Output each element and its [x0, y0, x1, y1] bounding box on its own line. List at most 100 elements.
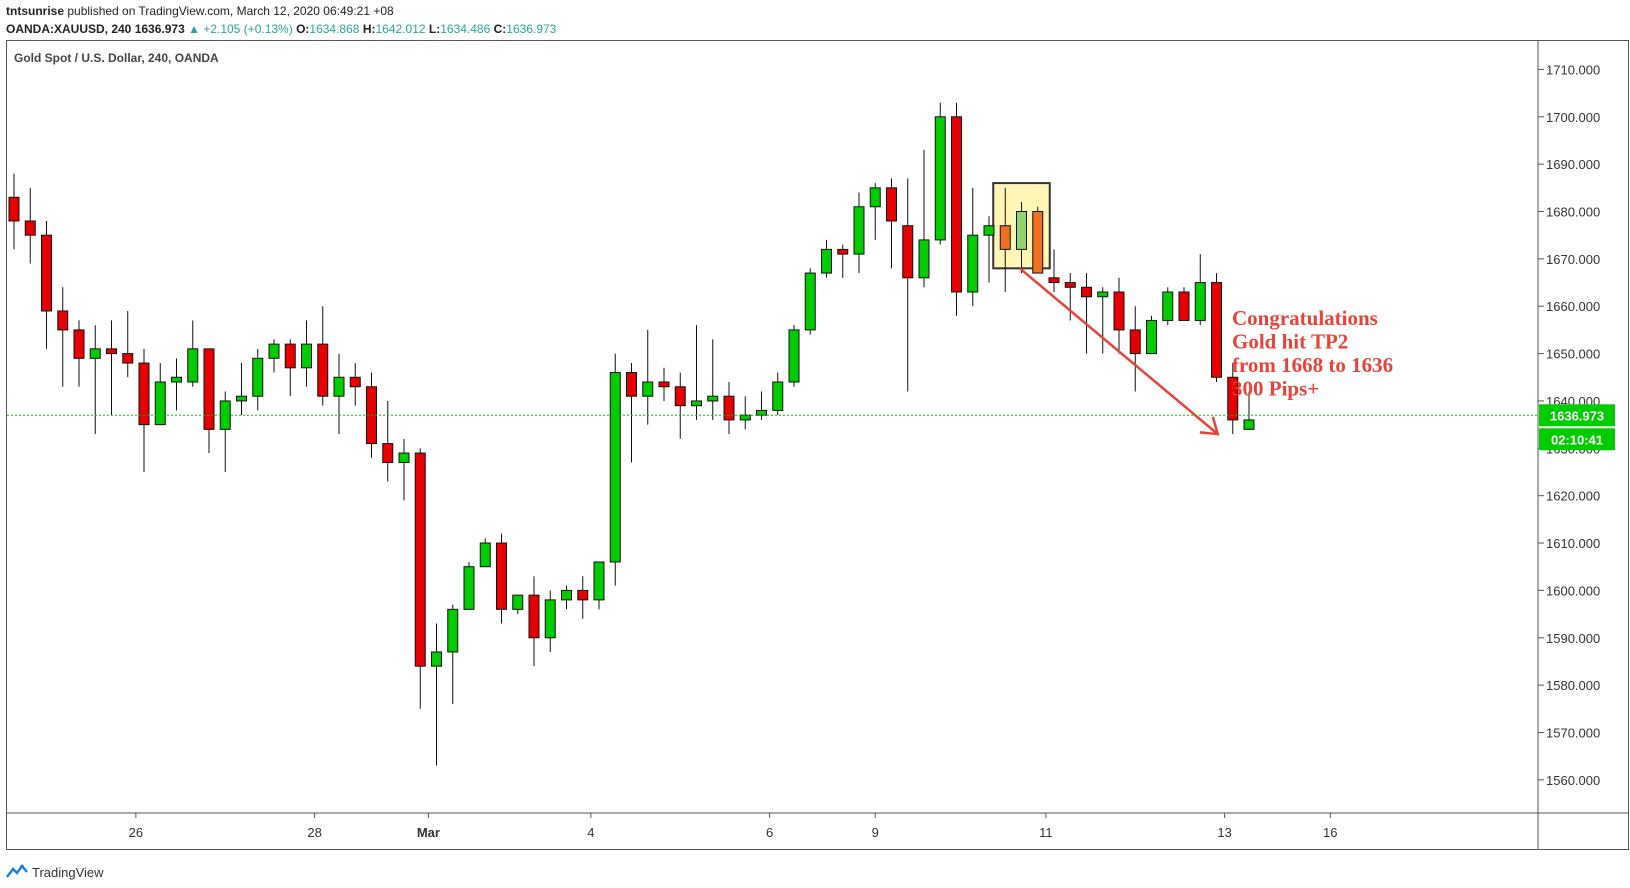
candle-body [349, 376, 361, 388]
candle-body [463, 566, 475, 610]
candle [642, 329, 654, 425]
candle [723, 382, 735, 435]
time-tick-label: 28 [307, 825, 321, 840]
candle [918, 149, 930, 288]
candle-body [723, 395, 735, 421]
candle-body [1211, 282, 1222, 378]
candle-body [24, 220, 36, 236]
candle-body [642, 381, 654, 397]
candle [934, 102, 946, 245]
candle [301, 320, 312, 387]
candle [593, 561, 605, 610]
candle [203, 348, 215, 454]
candle-body [1227, 376, 1239, 421]
candle [772, 372, 784, 416]
candle [1243, 391, 1255, 430]
arrow-head [1199, 416, 1220, 436]
candle-body [496, 542, 507, 610]
candle [1194, 254, 1206, 326]
candle-body [122, 353, 134, 364]
grid-lines [7, 41, 1629, 850]
author-name[interactable]: tntsunrise [6, 4, 65, 18]
candle [447, 604, 459, 705]
candle-body [89, 348, 101, 359]
candle-body [1129, 329, 1141, 355]
open-label: O: [296, 22, 310, 36]
candle-body [626, 372, 637, 397]
candle-body [853, 206, 865, 255]
candle [219, 391, 231, 472]
publisher-line: tntsunrise published on TradingView.com,… [6, 4, 394, 18]
candle-body [447, 608, 459, 653]
candle-body [1113, 291, 1125, 331]
candle-body [479, 542, 491, 568]
candle-body [934, 116, 946, 241]
price-tick-label: 1620.000 [1546, 489, 1600, 504]
candle [1081, 273, 1092, 354]
candle [869, 183, 881, 240]
candle-body [268, 343, 280, 359]
candle [1146, 315, 1157, 355]
candle-body [382, 443, 394, 464]
candle-body [8, 196, 20, 222]
candle-body [967, 234, 979, 293]
price-tick-label: 1710.000 [1546, 62, 1600, 77]
candle [512, 594, 524, 615]
annotation-line: Congratulations [1232, 306, 1378, 330]
candle-body [658, 381, 670, 388]
candle-body [171, 376, 182, 383]
candle [804, 268, 816, 335]
price-tick-label: 1570.000 [1546, 725, 1600, 740]
candle [1227, 363, 1239, 435]
time-tick-label: 16 [1323, 825, 1337, 840]
candle [561, 585, 572, 610]
candle-body [1081, 286, 1092, 298]
candle-body [1162, 291, 1174, 321]
candle-body [252, 357, 264, 397]
candle-body [804, 272, 816, 331]
candle [268, 339, 280, 373]
candle-body [236, 395, 247, 402]
candle [1113, 277, 1125, 354]
candle-body [1097, 291, 1109, 298]
candle [837, 244, 849, 278]
candle [1032, 206, 1044, 274]
price-tick-label: 1680.000 [1546, 205, 1600, 220]
candle [528, 576, 540, 667]
candle [463, 561, 475, 610]
candle-body [983, 225, 995, 236]
candle [496, 533, 507, 624]
candle [999, 187, 1011, 293]
candle [431, 623, 442, 766]
candle [73, 320, 85, 387]
annotation-line: from 1668 to 1636 [1232, 353, 1393, 377]
candle-body [739, 414, 751, 421]
candle [57, 287, 69, 387]
price-tick-label: 1650.000 [1546, 347, 1600, 362]
candle [284, 339, 296, 397]
candle [544, 590, 556, 652]
candle [154, 363, 166, 426]
candle-body [1146, 319, 1157, 355]
candle [691, 325, 702, 420]
price-tick-label: 1660.000 [1546, 299, 1600, 314]
candle-body [561, 589, 572, 601]
symbol-label[interactable]: OANDA:XAUUSD, 240 [6, 22, 132, 36]
candle-body [203, 348, 215, 430]
time-tick-label: 9 [872, 825, 879, 840]
candle [414, 448, 426, 709]
countdown-tag [1539, 428, 1615, 451]
candle-body [951, 116, 962, 293]
candle-body [301, 343, 312, 369]
close-value: 1636.973 [506, 22, 557, 36]
candle [674, 372, 686, 439]
candle-body [317, 343, 329, 397]
candle [122, 310, 134, 378]
candle [89, 325, 101, 435]
tradingview-logo-icon [6, 864, 28, 878]
candle-body [512, 594, 524, 610]
tradingview-footer[interactable]: TradingView [6, 864, 104, 880]
candle-body [707, 395, 719, 402]
candle [1129, 306, 1141, 392]
